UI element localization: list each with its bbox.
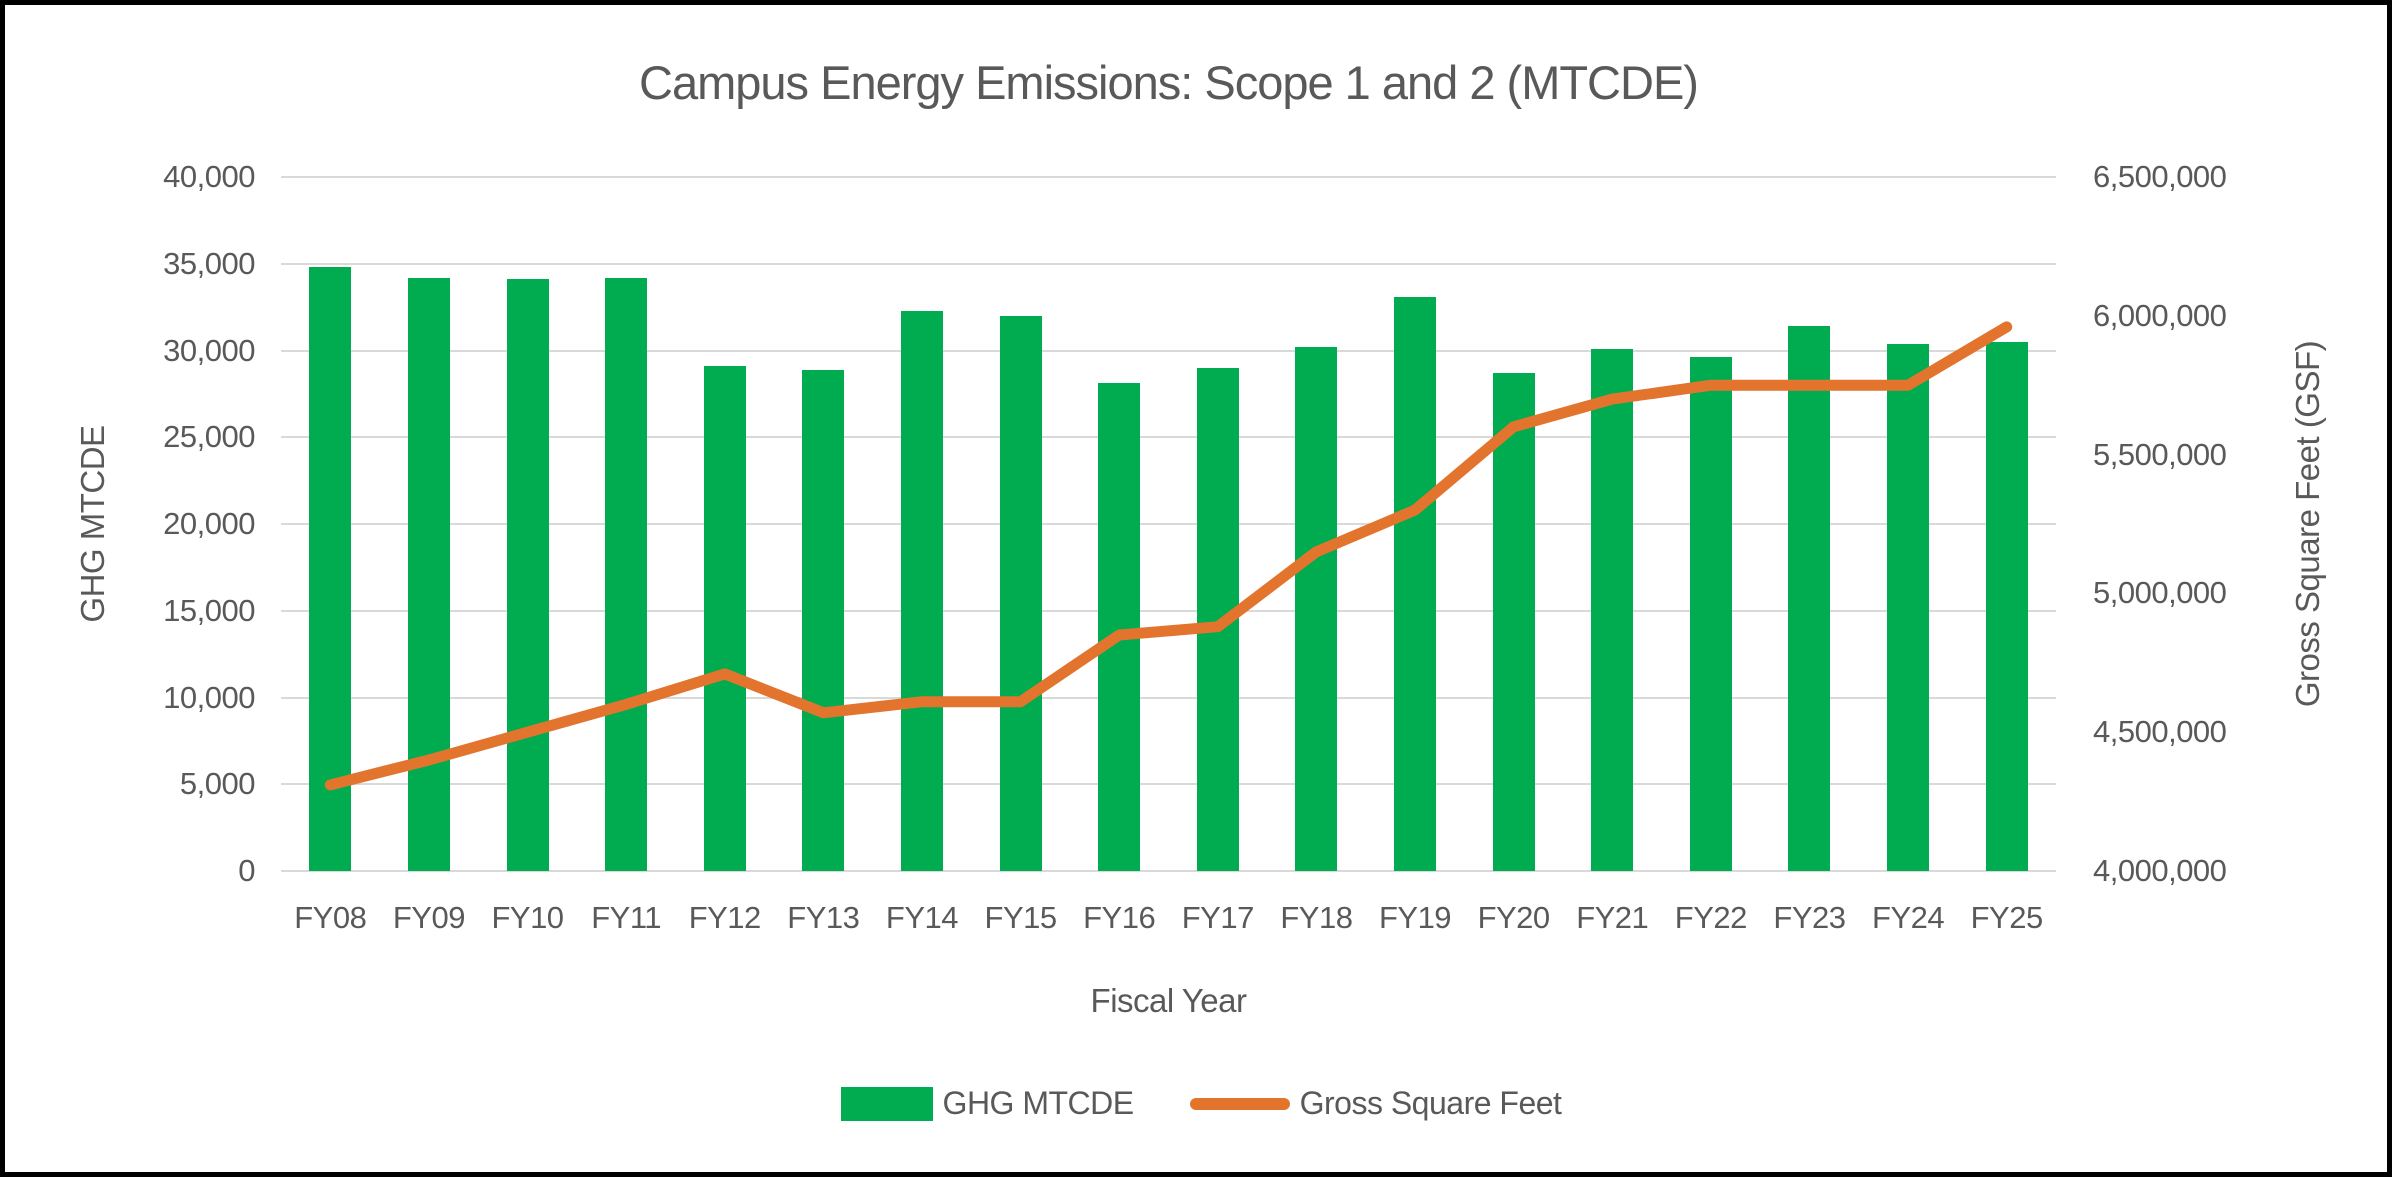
legend: GHG MTCDE Gross Square Feet (5, 1085, 2387, 1122)
bar-FY25 (1985, 341, 2028, 871)
bar-FY11 (605, 277, 648, 871)
right-tick-label: 6,000,000 (2093, 297, 2227, 333)
bar-FY08 (309, 267, 352, 871)
x-tick-label-FY25: FY25 (1970, 900, 2044, 935)
x-tick-label-FY16: FY16 (1083, 900, 1156, 935)
x-tick-label-FY20: FY20 (1477, 900, 1551, 935)
x-tick-label-FY22: FY22 (1674, 900, 1748, 935)
bar-FY16 (1098, 383, 1141, 871)
x-tick-label-FY08: FY08 (294, 900, 367, 935)
left-tick-label: 40,000 (163, 159, 255, 194)
x-tick-label-FY21: FY21 (1576, 900, 1649, 935)
left-tick-label: 20,000 (163, 506, 255, 541)
bar-FY20 (1492, 373, 1535, 871)
gridline (281, 609, 2056, 612)
bar-FY10 (506, 279, 549, 871)
x-tick-label-FY15: FY15 (984, 900, 1058, 935)
plot-area (281, 176, 2056, 872)
legend-label-ghg: GHG MTCDE (942, 1085, 1135, 1121)
bar-FY18 (1295, 347, 1338, 871)
gridline (281, 436, 2056, 439)
gridline (281, 349, 2056, 352)
chart-title: Campus Energy Emissions: Scope 1 and 2 (… (639, 56, 1699, 109)
legend-entry-gsf: Gross Square Feet (1189, 1085, 1562, 1122)
x-axis-title: Fiscal Year (1090, 982, 1247, 1019)
x-tick-label-FY12: FY12 (688, 900, 762, 935)
left-tick-label: 25,000 (163, 419, 255, 455)
bar-FY21 (1591, 348, 1634, 871)
left-tick-label: 0 (238, 853, 255, 888)
x-tick-label-FY17: FY17 (1181, 900, 1255, 935)
bar-FY13 (802, 369, 845, 871)
gsf-line (324, 321, 2013, 791)
x-tick-label-FY18: FY18 (1280, 900, 1353, 935)
x-tick-label-FY10: FY10 (491, 900, 564, 935)
right-tick-label: 5,500,000 (2093, 436, 2227, 472)
legend-label-gsf: Gross Square Feet (1299, 1085, 1562, 1121)
gridline (281, 696, 2056, 699)
bar-FY12 (703, 366, 746, 871)
left-tick-label: 30,000 (163, 332, 255, 368)
x-tick-label-FY13: FY13 (787, 900, 860, 935)
gridline (281, 176, 2056, 178)
x-tick-label-FY11: FY11 (591, 900, 662, 935)
x-tick-label-FY09: FY09 (392, 900, 466, 935)
gridline (281, 523, 2056, 525)
left-tick-label: 5,000 (179, 766, 256, 802)
x-tick-label-FY23: FY23 (1773, 900, 1846, 935)
legend-line-swatch (1189, 1097, 1290, 1110)
legend-bar-swatch (840, 1086, 933, 1121)
bar-FY15 (999, 315, 1042, 871)
left-tick-label: 35,000 (163, 245, 255, 281)
gridline (281, 870, 2056, 872)
gridline (281, 783, 2056, 786)
bar-FY22 (1689, 357, 1732, 871)
right-tick-label: 4,500,000 (2093, 714, 2227, 750)
x-tick-label-FY24: FY24 (1872, 900, 1945, 935)
bar-FY24 (1887, 343, 1930, 871)
bar-FY14 (900, 310, 943, 871)
x-tick-label-FY19: FY19 (1378, 900, 1452, 935)
legend-entry-ghg: GHG MTCDE (840, 1085, 1135, 1122)
left-tick-label: 15,000 (163, 592, 255, 628)
bar-FY19 (1394, 296, 1437, 871)
right-axis-title: Gross Square Feet (GSF) (2289, 340, 2326, 708)
bar-FY09 (407, 277, 450, 871)
gridline (281, 262, 2056, 265)
x-tick-label-FY14: FY14 (885, 900, 959, 935)
right-tick-label: 4,000,000 (2093, 853, 2227, 888)
left-tick-label: 10,000 (163, 679, 255, 715)
right-tick-label: 6,500,000 (2093, 159, 2227, 194)
bar-FY23 (1788, 326, 1831, 871)
right-tick-label: 5,000,000 (2093, 575, 2227, 611)
